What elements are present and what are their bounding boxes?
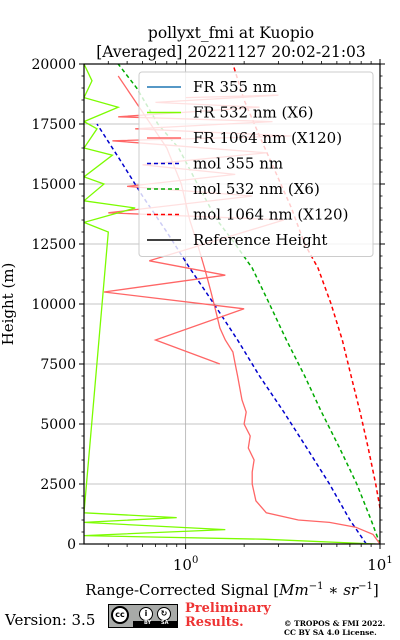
version-label: Version: 3.5 [5,611,96,629]
legend-label: FR 532 nm (X6) [193,104,313,122]
legend-label: mol 355 nm [193,155,283,173]
legend-label: FR 1064 nm (X120) [193,129,342,147]
x-tick-label: 101 [367,555,392,574]
y-tick-label: 20000 [31,57,76,73]
y-tick-label: 0 [67,537,76,553]
y-tick-label: 12500 [31,237,76,253]
preliminary-notice: Preliminary Results. [185,602,271,630]
series-line [117,64,380,544]
legend-label: mol 1064 nm (X120) [193,206,348,224]
share-alike-icon: ↻ [157,607,171,621]
y-tick-label: 7500 [40,357,76,373]
preliminary-line2: Results. [185,615,244,630]
copyright-notice: © TROPOS & FMI 2022. CC BY SA 4.0 Licens… [284,619,385,637]
cc-icon: cc [111,606,129,624]
preliminary-line1: Preliminary [185,601,271,616]
cc-by-label: BY [144,620,152,626]
x-tick-label: 100 [173,555,198,574]
y-tick-label: 2500 [40,477,76,493]
chart-title: pollyxt_fmi at Kuopio [148,24,314,42]
y-tick-label: 10000 [31,297,76,313]
series-line [84,64,376,544]
y-axis-label: Height (m) [0,263,17,346]
attribution-icon: i [139,607,153,621]
copyright-line1: © TROPOS & FMI 2022. [284,619,386,628]
x-axis-label: Range-Corrected Signal [Mm−1 ∗ sr−1] [85,581,378,599]
plot-frame [83,63,381,545]
y-tick-label: 15000 [31,177,76,193]
y-tick-label: 5000 [40,417,76,433]
legend-label: mol 532 nm (X6) [193,180,320,198]
copyright-line2: CC BY SA 4.0 License. [284,628,377,637]
chart-subtitle: [Averaged] 20221127 20:02-21:03 [96,43,366,61]
cc-sa-label: SA [161,620,169,626]
cc-license-badge[interactable]: cc i ↻ BY SA [108,604,178,628]
legend-box [138,71,374,257]
y-tick-label: 17500 [31,117,76,133]
cc-strip: BY SA [133,620,177,627]
legend-label: FR 355 nm [193,78,277,96]
legend-label: Reference Height [193,231,327,249]
